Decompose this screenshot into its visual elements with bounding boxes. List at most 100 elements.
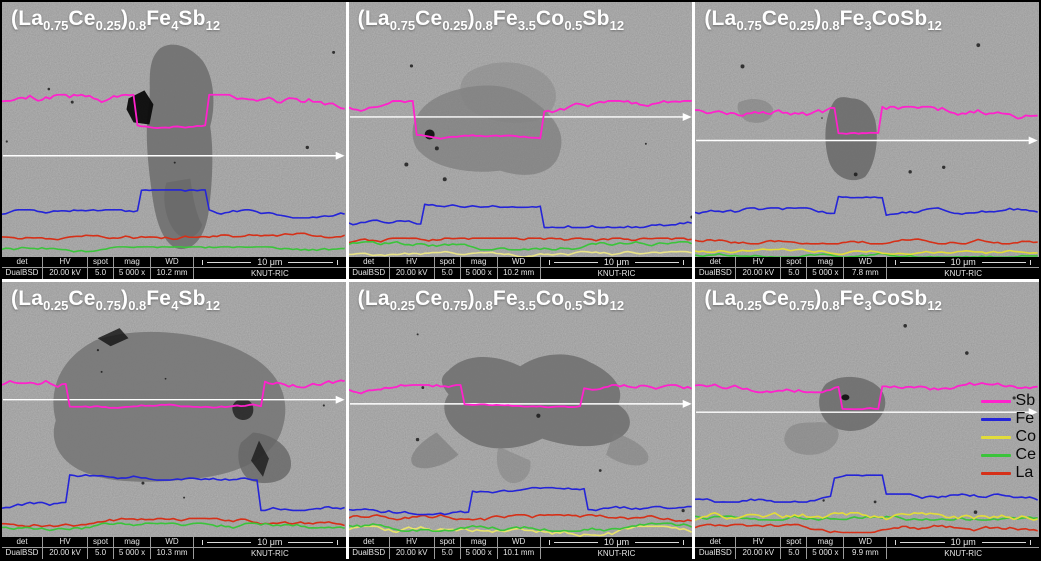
formula-subscript: 12 [609,18,625,33]
legend-swatch-la [980,471,1011,475]
speck [305,145,309,150]
info-value: 20.00 kV [49,548,81,558]
formula-subscript: 0.75 [789,298,815,313]
precipitate-blob [737,98,774,123]
info-value: 20.00 kV [49,268,81,278]
trace-ce [2,522,345,532]
scale-bar-left-line [553,541,598,543]
sem-micrograph [348,282,693,559]
info-value: 10.2 mm [156,268,188,278]
scale-bar-left-line [553,261,598,263]
info-value: 20.00 kV [395,268,428,278]
precipitate-blob [251,440,269,477]
info-col-mag: mag 5 000 x [460,257,498,279]
info-value: 9.9 mm [851,548,879,558]
info-value: DualBSD [5,548,39,558]
info-value: 20.00 kV [395,548,428,558]
formula-subscript: 0.8 [821,298,840,313]
formula-subscript: 12 [609,298,625,313]
info-col-det: det DualBSD [695,257,737,279]
trace-co [348,250,692,259]
info-header: det [348,537,389,548]
scale-bar-left-tick [548,259,550,265]
formula-text: Ce [761,287,789,310]
speck [903,323,908,328]
info-header: WD [151,537,193,548]
info-value: 10.3 mm [156,548,188,558]
formula-subscript: 0.25 [389,298,416,313]
formula-text: ) [814,287,822,310]
speck [442,177,447,182]
formula-subscript: 12 [927,18,942,33]
formula-subscript: 12 [205,298,221,313]
scale-bar: 10 μm [194,537,346,548]
instrument-info-bar: det DualBSD HV 20.00 kV spot 5.0 mag 5 000 x WD 9… [695,537,1039,559]
sem-panel-top-left: (La0.75Ce0.25)0.8Fe4Sb12 det DualBSD HV 20.… [2,2,346,279]
scale-bar-right-tick [683,539,685,545]
sem-micrograph [2,2,346,279]
line-scan-arrowhead [1029,408,1038,417]
info-header: WD [844,537,887,548]
info-header: HV [389,257,434,268]
info-col-det: det DualBSD [348,257,390,279]
composition-label: (La0.25Ce0.75)0.8Fe3.5Co0.5Sb12 [358,287,624,313]
legend-label: Co [1015,428,1036,445]
formula-text: (La [357,7,390,30]
info-col-wd: WD 10.1 mm [497,537,541,559]
formula-text: CoSb [871,7,928,30]
info-header: mag [807,257,844,268]
speck [740,64,745,69]
info-header: spot [434,537,460,548]
formula-text: ) [467,7,475,30]
scale-bar-right-tick [1030,539,1031,545]
scale-bar-left-line [207,541,252,543]
info-value: 10.2 mm [503,268,535,278]
speck [908,170,913,174]
info-header: mag [460,537,497,548]
formula-text: (La [357,287,390,310]
info-header: spot [88,257,113,268]
trace-sb [348,384,692,409]
speck [434,146,439,151]
speck [598,469,602,472]
speck [409,64,413,68]
info-col-mag: mag 5 000 x [460,537,498,559]
line-scan-arrowhead [335,395,345,404]
scale-bar-label: 10 μm [257,256,283,267]
info-value: DualBSD [352,268,386,278]
composition-label: (La0.25Ce0.75)0.8Fe3CoSb12 [704,287,942,313]
info-value: 5.0 [94,268,107,278]
trace-ce [695,515,1039,521]
info-col-mag: mag 5 000 x [807,257,845,279]
info-col-wd: WD 10.3 mm [151,537,194,559]
composition-label: (La0.75Ce0.25)0.8Fe3.5Co0.5Sb12 [358,7,624,33]
trace-la [348,237,692,244]
scale-bar-left-tick [202,539,203,545]
trace-sb [2,93,345,129]
info-col-spot: spot 5.0 [88,257,114,279]
lab-name: KNUT-RIC [250,268,289,278]
formula-subscript: 0.75 [43,18,69,33]
trace-sb [348,100,692,140]
scale-bar-right-line [981,261,1026,263]
info-col-wd: WD 9.9 mm [844,537,888,559]
info-value: 5.0 [441,548,453,558]
line-scan-arrowhead [682,399,692,408]
info-value: 7.8 mm [851,268,879,278]
trace-la [695,238,1039,245]
instrument-info-bar: det DualBSD HV 20.00 kV spot 5.0 mag 5 000 x WD 1… [2,537,346,559]
info-value: 5 000 x [118,268,146,278]
sem-micrograph [695,282,1039,559]
formula-subscript: 0.75 [736,18,762,33]
legend-item-fe: Fe [980,410,1036,428]
info-col-det: det DualBSD [2,537,43,559]
info-header: WD [497,537,540,548]
trace-fe [348,203,692,229]
speck [690,215,693,219]
speck [141,481,145,485]
scale-bar-left-line [207,261,252,263]
info-right-section: 10 μm KNUT-RIC [540,257,693,279]
speck [5,140,8,143]
info-value: 20.00 kV [742,268,775,278]
formula-subscript: 3 [864,18,872,33]
